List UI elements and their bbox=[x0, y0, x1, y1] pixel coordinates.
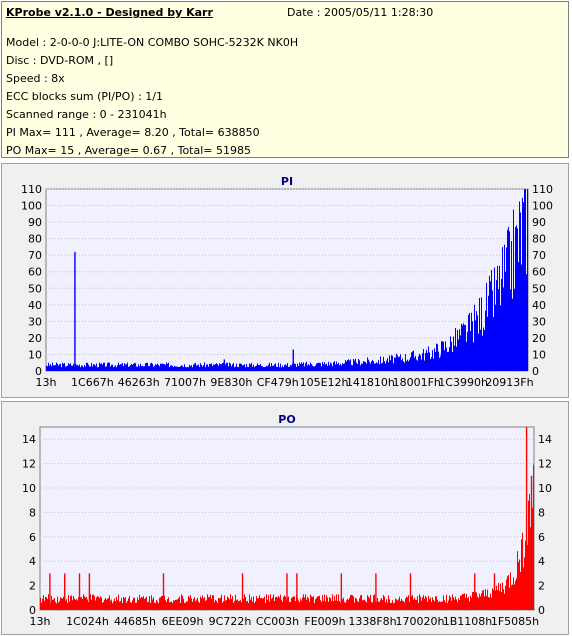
x-tick-label: 71007h bbox=[164, 376, 206, 389]
x-tick-label: 1B1108h bbox=[443, 615, 493, 628]
y-tick-label: 4 bbox=[29, 555, 36, 568]
x-tick-label: 13h bbox=[36, 376, 57, 389]
plot-area bbox=[45, 188, 529, 372]
y-tick-label: 14 bbox=[22, 433, 36, 446]
x-tick-label: 20913Fh bbox=[485, 376, 533, 389]
x-tick-label: CF479h bbox=[257, 376, 299, 389]
y-tick-label-right: 50 bbox=[532, 282, 546, 295]
y-tick-label: 6 bbox=[29, 531, 36, 544]
pi-chart: PI 0 0 10 10 20 20 30 30 40 40 50 50 60 60 70 70 80 80 90 90… bbox=[21, 175, 553, 389]
x-tick-label: FE009h bbox=[304, 615, 345, 628]
y-tick-label: 90 bbox=[28, 216, 42, 229]
info-ecc: ECC blocks sum (PI/PO) : 1/1 bbox=[6, 90, 163, 103]
y-tick-label-right: 30 bbox=[532, 315, 546, 328]
y-tick-label: 8 bbox=[29, 506, 36, 519]
info-speed: Speed : 8x bbox=[6, 72, 65, 85]
x-tick-label: 46263h bbox=[118, 376, 160, 389]
y-tick-label: 60 bbox=[28, 266, 42, 279]
y-tick-label-right: 90 bbox=[532, 216, 546, 229]
chart-title-1: PO bbox=[278, 413, 295, 426]
x-tick-label: 170020h bbox=[396, 615, 445, 628]
y-tick-label-right: 12 bbox=[538, 458, 552, 471]
y-tick-label-right: 20 bbox=[532, 332, 546, 345]
x-tick-label: 1C667h bbox=[71, 376, 114, 389]
y-tick-label: 12 bbox=[22, 458, 36, 471]
y-tick-label: 10 bbox=[28, 348, 42, 361]
y-tick-label-right: 4 bbox=[538, 555, 545, 568]
y-tick-label-right: 100 bbox=[532, 200, 553, 213]
y-tick-label: 80 bbox=[28, 233, 42, 246]
y-tick-label-right: 60 bbox=[532, 266, 546, 279]
x-tick-label: 141810h bbox=[346, 376, 395, 389]
y-tick-label: 40 bbox=[28, 299, 42, 312]
info-pi-stats: PI Max= 111 , Average= 8.20 , Total= 638… bbox=[6, 126, 260, 139]
y-tick-label-right: 10 bbox=[538, 482, 552, 495]
x-tick-label: 18001Fh bbox=[393, 376, 441, 389]
chart-title-0: PI bbox=[281, 175, 293, 188]
y-tick-label: 100 bbox=[21, 200, 42, 213]
y-tick-label-right: 110 bbox=[532, 183, 553, 196]
x-tick-label: 1C024h bbox=[66, 615, 109, 628]
y-tick-label: 2 bbox=[29, 580, 36, 593]
info-po-stats: PO Max= 15 , Average= 0.67 , Total= 5198… bbox=[6, 144, 251, 157]
y-tick-label: 0 bbox=[29, 604, 36, 617]
y-tick-label: 0 bbox=[35, 365, 42, 378]
y-tick-label: 110 bbox=[21, 183, 42, 196]
y-tick-label-right: 0 bbox=[538, 604, 545, 617]
y-tick-label-right: 6 bbox=[538, 531, 545, 544]
y-tick-label-right: 0 bbox=[532, 365, 539, 378]
x-tick-label: 9C722h bbox=[209, 615, 252, 628]
scan-date: Date : 2005/05/11 1:28:30 bbox=[287, 6, 434, 19]
x-tick-label: 6EE09h bbox=[162, 615, 204, 628]
x-tick-label: 13h bbox=[30, 615, 51, 628]
y-tick-label-right: 8 bbox=[538, 506, 545, 519]
info-panel: KProbe v2.1.0 - Designed by Karr Date : … bbox=[1, 1, 569, 158]
x-tick-label: 1C3990h bbox=[438, 376, 488, 389]
y-tick-label: 20 bbox=[28, 332, 42, 345]
info-disc: Disc : DVD-ROM , [] bbox=[6, 54, 114, 67]
x-tick-label: 105E12h bbox=[300, 376, 349, 389]
po-chart-panel: PO 0 0 2 2 4 4 6 6 8 8 10 10 12 12 14 14 13h 1C024h 44685h 6… bbox=[1, 401, 569, 635]
x-tick-label: 1338F8h bbox=[348, 615, 396, 628]
x-tick-label: 44685h bbox=[114, 615, 156, 628]
y-tick-label: 70 bbox=[28, 249, 42, 262]
y-tick-label-right: 40 bbox=[532, 299, 546, 312]
y-tick-label-right: 70 bbox=[532, 249, 546, 262]
y-tick-label: 30 bbox=[28, 315, 42, 328]
y-tick-label-right: 14 bbox=[538, 433, 552, 446]
y-tick-label-right: 80 bbox=[532, 233, 546, 246]
pi-chart-panel: PI 0 0 10 10 20 20 30 30 40 40 50 50 60 60 70 70 80 80 90 90… bbox=[1, 163, 569, 398]
y-tick-label: 10 bbox=[22, 482, 36, 495]
info-model: Model : 2-0-0-0 J:LITE-ON COMBO SOHC-523… bbox=[6, 36, 299, 49]
x-tick-label: 9E830h bbox=[210, 376, 252, 389]
y-tick-label-right: 2 bbox=[538, 580, 545, 593]
po-chart: PO 0 0 2 2 4 4 6 6 8 8 10 10 12 12 14 14 13h 1C024h 44685h 6… bbox=[22, 413, 552, 628]
y-tick-label: 50 bbox=[28, 282, 42, 295]
x-tick-label: 1F5085h bbox=[491, 615, 539, 628]
app-title: KProbe v2.1.0 - Designed by Karr bbox=[6, 6, 213, 19]
info-range: Scanned range : 0 - 231041h bbox=[6, 108, 167, 121]
y-tick-label-right: 10 bbox=[532, 348, 546, 361]
x-tick-label: CC003h bbox=[256, 615, 299, 628]
